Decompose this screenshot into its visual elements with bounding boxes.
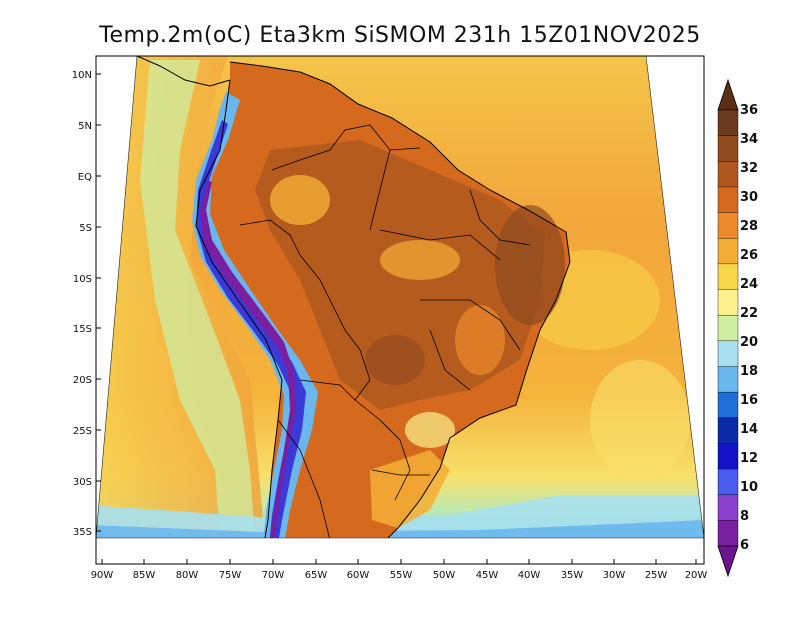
lon-label: 60W — [347, 570, 370, 581]
colorbar-label: 8 — [740, 509, 749, 524]
colorbar-segment — [717, 289, 739, 316]
southeast-patch — [455, 305, 505, 375]
border-line — [371, 469, 430, 476]
colorbar-label: 18 — [740, 364, 758, 379]
lon-label: 25W — [645, 570, 668, 581]
colorbar-label: 24 — [740, 277, 758, 292]
colorbar-segment — [717, 520, 739, 547]
south-brazil-cool — [370, 450, 450, 528]
map-title: Temp.2m(oC) Eta3km SiSMOM 231h 15Z01NOV2… — [98, 23, 700, 48]
colorbar-label: 22 — [740, 306, 758, 321]
amazon-patch — [270, 175, 330, 225]
lon-label: 65W — [305, 570, 328, 581]
colorbar-labels: 36 34 32 30 28 26 24 22 20 18 16 14 12 1… — [740, 103, 758, 553]
lat-label: 15S — [73, 324, 92, 335]
lat-label: 10N — [72, 70, 92, 81]
lat-label: 10S — [73, 274, 92, 285]
lon-label: 50W — [433, 570, 456, 581]
border-line — [299, 379, 356, 401]
colorbar-segment — [717, 135, 739, 162]
lat-label: 5S — [79, 223, 92, 234]
colorbar-label: 30 — [740, 190, 758, 205]
lon-label: 35W — [561, 570, 584, 581]
northeast-hotspot — [495, 205, 565, 325]
pantanal-hotspot — [365, 335, 425, 385]
andes-blue-core — [196, 120, 306, 538]
lat-label: 30S — [73, 477, 92, 488]
lon-axis: 90W 85W 80W 75W 70W 65W 60W 55W 50W 45W … — [91, 559, 708, 581]
colorbar-label: 14 — [740, 422, 758, 437]
colorbar-segment — [717, 366, 739, 393]
lat-label: 25S — [73, 426, 92, 437]
border-line — [420, 299, 521, 351]
colorbar-label: 12 — [740, 451, 758, 466]
colorbar-segment — [717, 494, 739, 521]
lat-axis: 10N 5N EQ 5S 10S 15S 20S 25S 30S 35S — [72, 70, 101, 538]
colorbar-segment — [717, 443, 739, 470]
colorbar: 36 34 32 30 28 26 24 22 20 18 16 14 12 1… — [717, 78, 758, 578]
colorbar-label: 26 — [740, 248, 758, 263]
colorbar-segment — [717, 417, 739, 444]
pacific-cool-strip — [140, 60, 255, 538]
axes-frame — [95, 55, 705, 565]
serra-patch — [405, 412, 455, 448]
atlantic-patch — [590, 360, 690, 480]
lon-label: 75W — [219, 570, 242, 581]
colorbar-label: 36 — [740, 103, 758, 118]
colorbar-label: 20 — [740, 335, 758, 350]
colorbar-bottom-arrow — [717, 545, 739, 578]
border-line — [299, 254, 371, 401]
country-borders — [239, 124, 531, 538]
map-domain — [96, 56, 704, 538]
colorbar-label: 16 — [740, 393, 758, 408]
colorbar-segment — [717, 340, 739, 367]
border-line — [277, 419, 331, 538]
colorbar-segment — [717, 186, 739, 214]
border-line — [354, 399, 411, 501]
border-line — [239, 219, 301, 256]
colorbar-label: 6 — [740, 538, 749, 553]
lat-label: 5N — [78, 121, 92, 132]
andes-purple-core — [200, 180, 296, 538]
border-line — [469, 189, 531, 246]
lon-label: 40W — [518, 570, 541, 581]
colorbar-label: 32 — [740, 161, 758, 176]
colorbar-label: 34 — [740, 132, 758, 147]
coastline-central-america — [136, 56, 231, 87]
coastline — [229, 61, 571, 538]
border-line — [429, 329, 471, 391]
lon-label: 20W — [685, 570, 708, 581]
colorbar-label: 28 — [740, 219, 758, 234]
colorbar-segment — [717, 238, 739, 265]
lon-label: 30W — [603, 570, 626, 581]
colorbar-segment — [717, 314, 739, 342]
lon-label: 85W — [133, 570, 156, 581]
lon-label: 90W — [91, 570, 114, 581]
amazon-patch — [380, 240, 460, 280]
colorbar-segment — [717, 468, 739, 496]
colorbar-segment — [717, 263, 739, 291]
colorbar-segment — [717, 161, 739, 188]
lon-label: 55W — [390, 570, 413, 581]
southern-cold-band — [96, 520, 704, 538]
colorbar-segment — [717, 391, 739, 419]
lon-label: 45W — [476, 570, 499, 581]
colorbar-top-arrow — [717, 78, 739, 111]
lat-label: 35S — [73, 527, 92, 538]
colorbar-segment — [717, 212, 739, 239]
colorbar-segment — [717, 109, 739, 137]
coastline — [195, 79, 283, 538]
lat-label: EQ — [78, 172, 92, 183]
lat-label: 20S — [73, 375, 92, 386]
border-line — [379, 229, 501, 261]
border-line — [369, 149, 391, 231]
lon-label: 70W — [262, 570, 285, 581]
lon-label: 80W — [176, 570, 199, 581]
colorbar-label: 10 — [740, 480, 758, 495]
colorbar-segments — [717, 109, 739, 547]
